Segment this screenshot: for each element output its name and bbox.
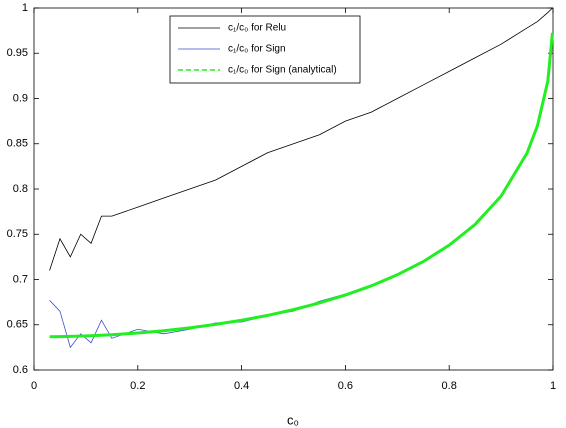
series-line — [49, 32, 554, 339]
legend-label: c₁/c₀ for Relu — [228, 23, 286, 34]
y-tick-label: 0.8 — [13, 183, 28, 195]
y-tick-label: 1 — [22, 2, 28, 14]
y-tick-label: 0.7 — [13, 273, 28, 285]
legend-box — [169, 15, 361, 84]
x-axis-label: c₀ — [287, 412, 299, 427]
x-tick-label: 0.4 — [234, 380, 249, 392]
x-tick-label: 0.2 — [130, 380, 145, 392]
legend-label: c₁/c₀ for Sign — [228, 44, 286, 55]
x-tick-label: 1 — [550, 380, 556, 392]
y-tick-label: 0.85 — [7, 138, 28, 150]
y-tick-label: 0.65 — [7, 319, 28, 331]
y-tick-label: 0.6 — [13, 364, 28, 376]
y-tick-label: 0.75 — [7, 228, 28, 240]
x-tick-label: 0.6 — [338, 380, 353, 392]
y-tick-label: 0.95 — [7, 47, 28, 59]
legend-label: c₁/c₀ for Sign (analytical) — [228, 65, 337, 76]
y-tick-label: 0.9 — [13, 92, 28, 104]
x-tick-label: 0.8 — [442, 380, 457, 392]
series-line — [49, 7, 553, 271]
x-tick-label: 0 — [31, 380, 37, 392]
